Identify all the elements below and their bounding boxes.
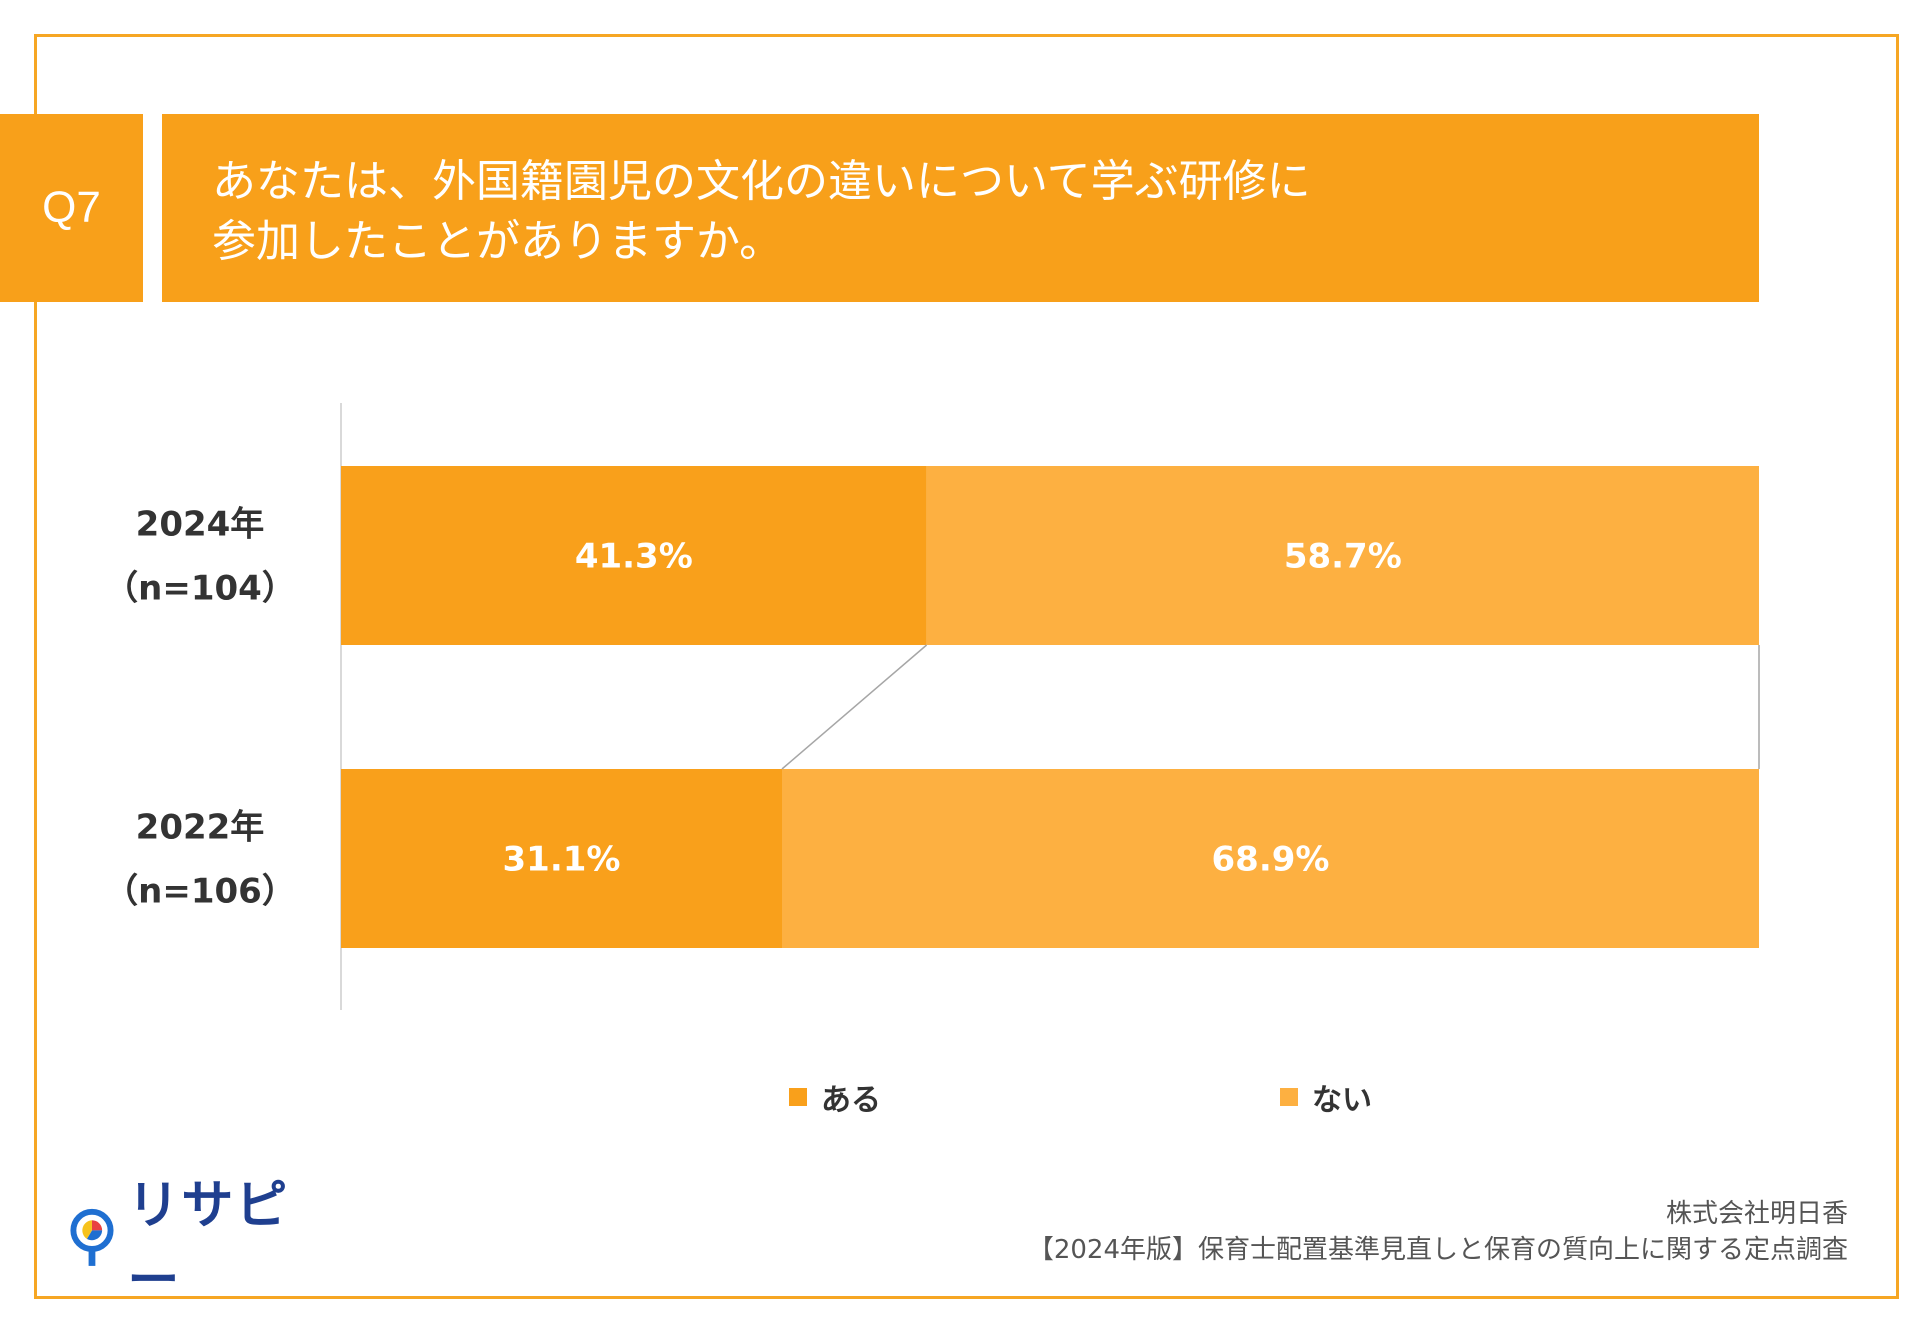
page-frame — [34, 34, 1899, 1299]
legend-label-nai: ない — [1312, 1083, 1372, 1118]
footer-company: 株式会社明日香 — [1665, 1199, 1848, 1229]
logo-text: リサピー — [127, 1176, 290, 1311]
data-label-0-0: 41.3% — [575, 537, 693, 577]
legend-item-aru: ある — [789, 1075, 881, 1119]
bar-segment-0-1 — [926, 466, 1759, 645]
data-label-1-0: 31.1% — [503, 840, 621, 880]
category-label-1-0: 2022年 — [136, 808, 265, 848]
legend-swatch-nai — [1280, 1088, 1298, 1106]
category-label-1-1: （n=106） — [104, 872, 296, 912]
category-label-0-1: （n=104） — [104, 569, 296, 609]
legend-swatch-aru — [789, 1088, 807, 1106]
question-number: Q7 — [42, 183, 101, 232]
bar-segment-0-0 — [341, 466, 927, 645]
question-line-1: あなたは、外国籍園児の文化の違いについて学ぶ研修に — [212, 156, 1311, 207]
legend-label-aru: ある — [821, 1083, 881, 1118]
bar-segment-1-1 — [781, 769, 1759, 948]
category-label-0-0: 2024年 — [136, 505, 265, 545]
legend: ある ない — [0, 1075, 1920, 1119]
question-number-badge: Q7 — [0, 114, 143, 302]
data-label-0-1: 58.7% — [1284, 537, 1402, 577]
series-connector-0 — [781, 644, 928, 770]
question-line-2: 参加したことがありますか。 — [212, 216, 784, 267]
legend-item-nai: ない — [1280, 1075, 1372, 1119]
question-header: あなたは、外国籍園児の文化の違いについて学ぶ研修に 参加したことがありますか。 — [162, 114, 1759, 302]
footer: 株式会社明日香 【2024年版】保育士配置基準見直しと保育の質向上に関する定点調… — [1028, 1196, 1848, 1268]
pin-icon — [70, 1208, 114, 1266]
risapi-logo: リサピー — [70, 1176, 310, 1311]
data-label-1-1: 68.9% — [1212, 840, 1330, 880]
footer-survey-title: 【2024年版】保育士配置基準見直しと保育の質向上に関する定点調査 — [1027, 1235, 1848, 1265]
bar-segment-1-0 — [341, 769, 782, 948]
